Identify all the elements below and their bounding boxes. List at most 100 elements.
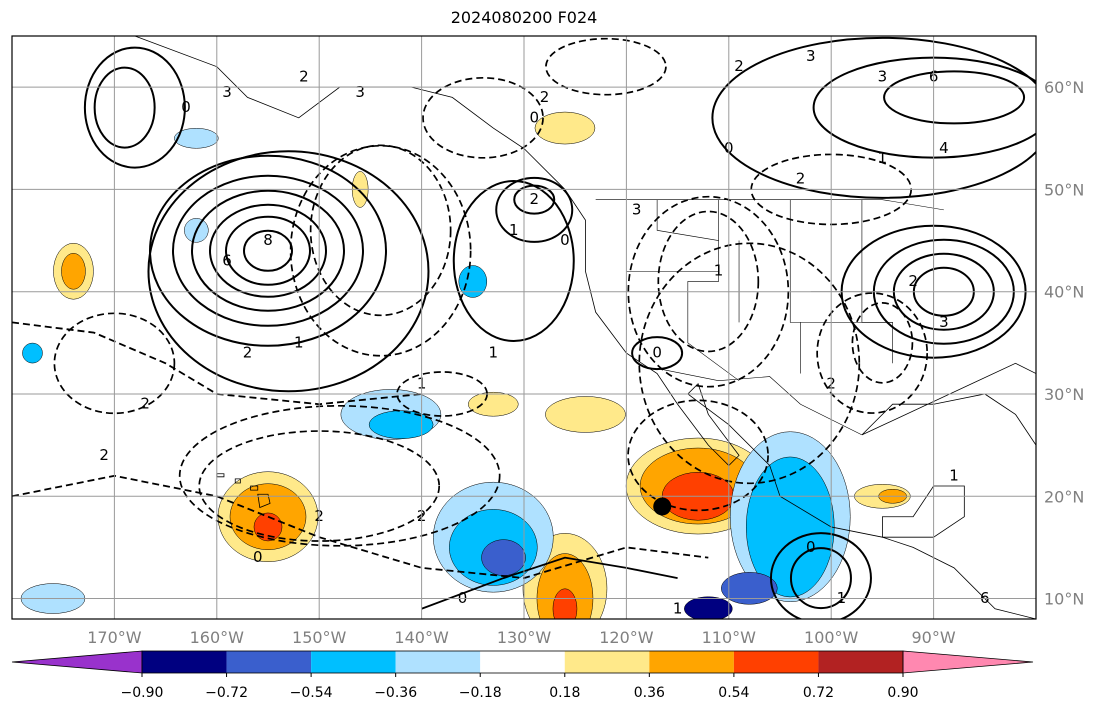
border-line — [861, 199, 893, 364]
border-line — [687, 199, 740, 381]
anomaly-shading — [368, 410, 434, 439]
anomaly-shading — [534, 111, 596, 145]
latitude-label: 50°N — [1044, 180, 1084, 199]
negative-contour — [309, 144, 452, 317]
contour-label: 0 — [652, 344, 662, 362]
contour-label: 3 — [878, 67, 888, 85]
colorbar — [11, 650, 1034, 674]
colorbar-segment — [480, 651, 565, 673]
positive-contour — [209, 203, 327, 298]
negative-contour — [422, 76, 544, 159]
contour-label: 1 — [878, 149, 888, 167]
negative-contour — [851, 301, 914, 384]
location-marker — [653, 497, 672, 516]
longitude-label: 130°W — [497, 628, 552, 647]
negative-contour — [816, 292, 929, 414]
contour-line — [421, 556, 678, 610]
longitude-label: 140°W — [394, 628, 449, 647]
contour-label: 2 — [299, 67, 309, 85]
contour-label: 0 — [253, 548, 263, 566]
anomaly-shading — [468, 391, 519, 417]
land-outline — [861, 362, 1036, 446]
contour-line — [12, 321, 422, 406]
anomaly-shading — [481, 539, 526, 576]
colorbar-segment — [649, 651, 734, 673]
positive-contour — [225, 215, 311, 286]
latitude-labels: 60°N 50°N 40°N 30°N 20°N 10°N — [1044, 78, 1084, 608]
longitude-label: 160°W — [190, 628, 245, 647]
contour-label: 2 — [529, 190, 539, 208]
longitude-label: 110°W — [702, 628, 757, 647]
border-line — [657, 368, 863, 436]
latitude-label: 20°N — [1044, 487, 1084, 506]
anomaly-shading — [684, 596, 733, 619]
colorbar-segment — [311, 651, 396, 673]
land-outline — [882, 485, 965, 538]
colorbar-label: −0.36 — [374, 685, 417, 701]
map-title: 2024080200 F024 — [450, 8, 598, 27]
negative-contour — [198, 430, 441, 542]
negative-contour — [545, 37, 667, 96]
colorbar-label: −0.72 — [205, 685, 248, 701]
land-outline — [257, 493, 271, 509]
contour-label: 0 — [529, 108, 539, 126]
anomaly-shading — [545, 396, 626, 433]
contour-label: 2 — [734, 57, 744, 75]
positive-contour — [149, 154, 387, 347]
contour-label: 2 — [99, 446, 109, 464]
positive-contour — [789, 547, 852, 610]
longitude-label: 150°W — [292, 628, 347, 647]
contour-label: 1 — [673, 599, 683, 617]
contour-label: 8 — [263, 231, 273, 249]
colorbar-label: 0.54 — [718, 685, 749, 701]
positive-contour — [495, 176, 574, 243]
contour-label: 2 — [796, 170, 806, 188]
colorbar-segment — [226, 651, 312, 673]
longitude-label: 120°W — [599, 628, 654, 647]
colorbar-extend-low — [11, 650, 143, 674]
contour-label: 0 — [181, 98, 191, 116]
negative-contour — [178, 404, 501, 547]
anomaly-shading — [22, 342, 43, 364]
negative-contour — [627, 399, 769, 512]
anomaly-shading — [552, 588, 578, 619]
border-line — [789, 199, 801, 374]
contour-label: 3 — [355, 83, 365, 101]
contour-label: 2 — [140, 395, 150, 413]
colorbar-label: 0.18 — [549, 685, 580, 701]
colorbar-outline — [141, 650, 904, 674]
positive-contour — [93, 66, 156, 149]
map-frame — [11, 35, 1037, 620]
colorbar-segment — [733, 651, 819, 673]
longitude-label: 100°W — [804, 628, 859, 647]
latitude-label: 10°N — [1044, 590, 1084, 609]
negative-contour — [638, 242, 861, 485]
contour-label: 2 — [908, 272, 918, 290]
anomaly-shading — [721, 572, 778, 605]
contour-label: 6 — [222, 252, 232, 270]
colorbar-label: −0.18 — [459, 685, 502, 701]
colorbar-segment — [564, 651, 650, 673]
land-outline — [234, 478, 241, 484]
contour-line — [12, 474, 709, 580]
land-outline — [250, 485, 259, 491]
positive-contour — [883, 70, 1026, 125]
anomaly-shading — [458, 265, 488, 298]
latitude-label: 60°N — [1044, 78, 1084, 97]
contour-label: 0 — [560, 231, 570, 249]
border-line — [595, 199, 944, 211]
anomaly-shading — [174, 128, 219, 149]
contour-label: 3 — [632, 200, 642, 218]
colorbar-label: 0.90 — [887, 685, 918, 701]
contour-label: 3 — [222, 83, 232, 101]
colorbar-extend-high — [902, 650, 1034, 674]
positive-contour — [147, 150, 430, 393]
positive-contour — [191, 189, 345, 312]
graticule — [12, 36, 1036, 619]
anomaly-shading — [61, 252, 86, 290]
positive-contour — [452, 180, 575, 343]
longitude-label: 170°W — [87, 628, 142, 647]
positive-contour — [769, 532, 872, 619]
contour-label: 1 — [714, 262, 724, 280]
